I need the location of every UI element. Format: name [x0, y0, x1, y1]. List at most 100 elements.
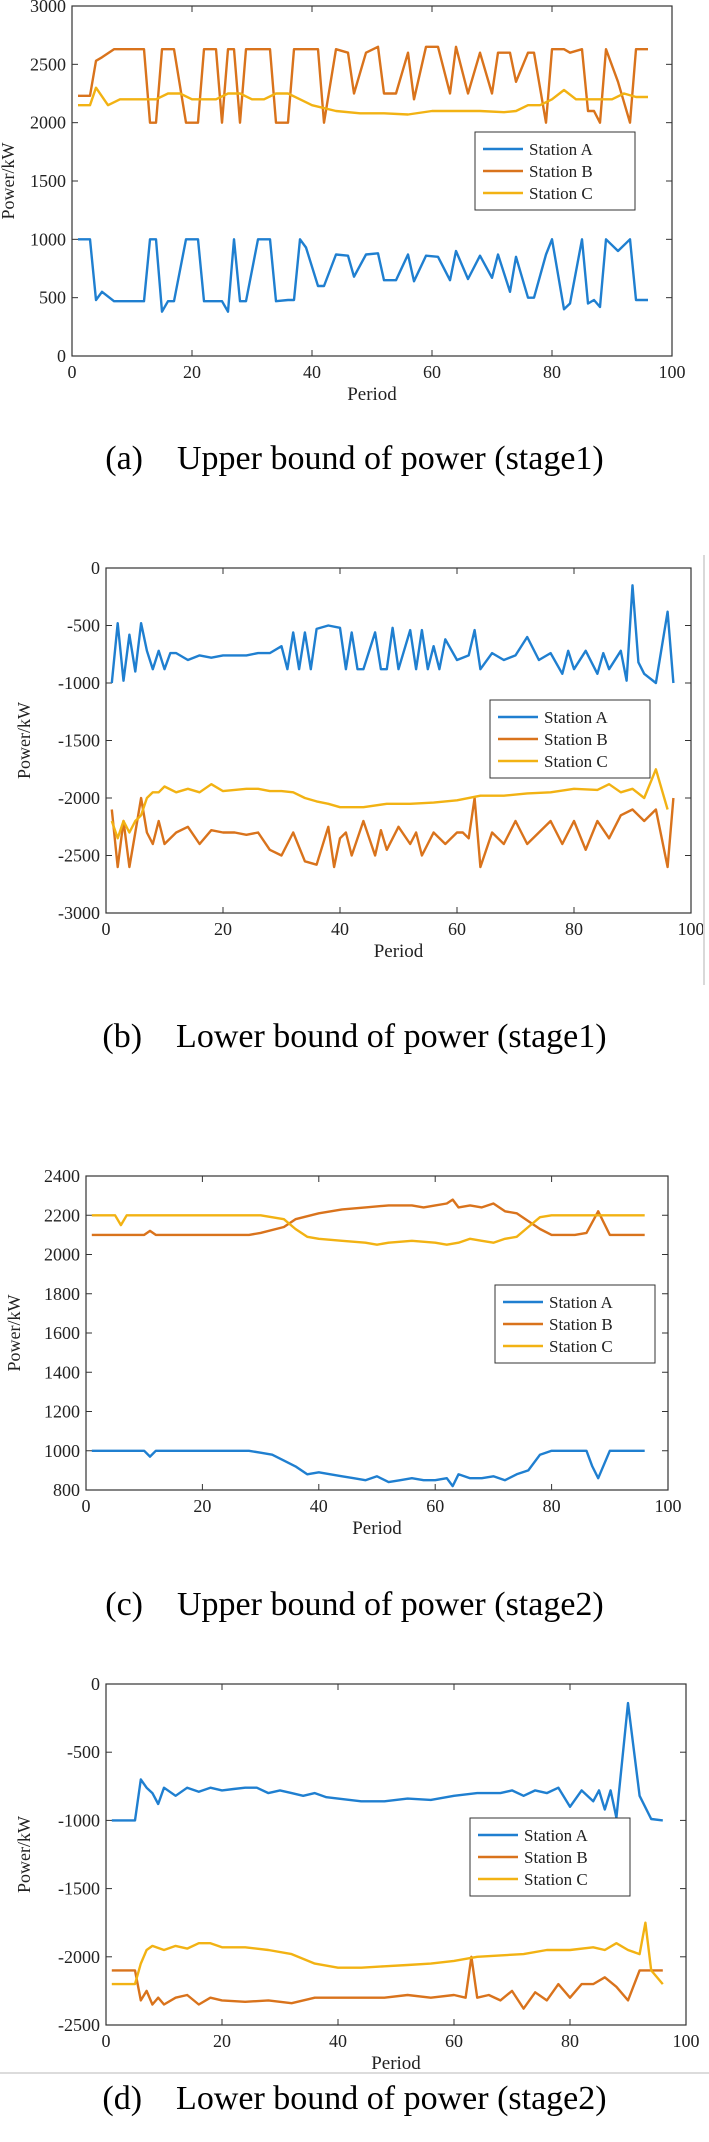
x-axis-label: Period	[371, 2053, 421, 2070]
series-line-station-c	[111, 1921, 664, 1986]
series-line-station-c	[78, 86, 648, 116]
chart-panel-b: 0 20 40 60 80 100 -3000 -2500 -2000 -1500 -1000 -50…	[0, 540, 709, 1080]
chart-d: 0 20 40 60 80 100 -2500 -2000 -1500 -1000 -500 0 Per…	[14, 1674, 700, 2070]
legend-label: Station A	[549, 1293, 613, 1312]
legend-a: Station A Station B Station C	[474, 131, 636, 211]
chart-panel-d: 0 20 40 60 80 100 -2500 -2000 -1500 -1000 -500 0 Per…	[0, 1660, 709, 2142]
y-tick-label: 1500	[30, 171, 66, 191]
legend-label: Station A	[524, 1826, 588, 1845]
x-tick-label: 60	[448, 919, 466, 939]
y-tick-label: -500	[67, 1742, 100, 1762]
y-tick-label: 2000	[44, 1245, 80, 1265]
series-line-station-a	[110, 584, 675, 685]
y-tick-label: 0	[91, 558, 100, 578]
x-tick-label: 80	[565, 919, 583, 939]
series-line-station-a	[111, 1701, 663, 1822]
chart-panel-a: 0 20 40 60 80 100 0 500 1000 1500 2000 2500 3000 Peri…	[0, 0, 709, 500]
legend-label: Station C	[544, 752, 608, 771]
divider-line	[703, 555, 705, 985]
chart-panel-c: 0 20 40 60 80 100 800 1000 1200 1400 1600 1800 2000 2…	[0, 1140, 709, 1640]
caption-d: (d) Lower bound of power (stage2)	[102, 2080, 607, 2117]
x-axis-label: Period	[347, 384, 397, 405]
legend-d: Station A Station B Station C	[469, 1817, 631, 1897]
y-tick-label: 1200	[44, 1402, 80, 1422]
x-tick-label: 100	[673, 2031, 700, 2051]
y-tick-label: 1600	[44, 1323, 80, 1343]
y-axis-label: Power/kW	[14, 702, 34, 779]
chart-b: 0 20 40 60 80 100 -3000 -2500 -2000 -1500 -1000 -50…	[14, 558, 705, 962]
x-axis-label: Period	[374, 941, 424, 962]
y-axis-label: Power/kW	[14, 1816, 34, 1893]
y-tick-label: 2400	[44, 1166, 80, 1186]
series-line-station-b	[91, 1198, 645, 1237]
plot-frame	[105, 1683, 687, 2026]
legend-label: Station B	[549, 1315, 613, 1334]
x-tick-label: 40	[331, 919, 349, 939]
y-tick-label: 1000	[30, 229, 66, 249]
series-line-station-b	[111, 1955, 663, 2010]
series-line-station-b	[78, 45, 648, 124]
caption-c: (c) Upper bound of power (stage2)	[105, 1586, 604, 1623]
legend-label: Station B	[524, 1848, 588, 1867]
x-tick-label: 40	[303, 362, 321, 382]
y-axis-label: Power/kW	[4, 1294, 24, 1371]
legend-box	[474, 131, 636, 211]
series-line-station-b	[110, 796, 675, 869]
legend-label: Station C	[524, 1870, 588, 1889]
x-tick-label: 100	[678, 919, 705, 939]
x-tick-label: 20	[193, 1496, 211, 1516]
y-tick-label: 3000	[30, 0, 66, 16]
x-tick-label: 20	[213, 2031, 231, 2051]
x-tick-label: 60	[445, 2031, 463, 2051]
legend-label: Station A	[529, 140, 593, 159]
y-tick-label: 0	[91, 1674, 100, 1694]
x-axis-label: Period	[352, 1518, 402, 1539]
legend-label: Station A	[544, 708, 608, 727]
x-tick-label: 0	[68, 362, 77, 382]
series-line-station-c	[91, 1214, 645, 1246]
y-tick-label: -1500	[58, 1879, 100, 1899]
y-tick-label: 1000	[44, 1441, 80, 1461]
x-tick-label: 0	[82, 1496, 91, 1516]
x-tick-label: 20	[183, 362, 201, 382]
legend-b: Station A Station B Station C	[489, 699, 651, 779]
separator-rule	[0, 2072, 709, 2074]
caption-a: (a) Upper bound of power (stage1)	[105, 440, 604, 477]
x-tick-label: 80	[561, 2031, 579, 2051]
x-tick-label: 0	[102, 919, 111, 939]
y-tick-label: -1000	[58, 673, 100, 693]
legend-label: Station B	[544, 730, 608, 749]
x-tick-label: 0	[102, 2031, 111, 2051]
y-tick-label: 2200	[44, 1205, 80, 1225]
chart-c: 0 20 40 60 80 100 800 1000 1200 1400 1600 1800 2000 2…	[4, 1166, 682, 1539]
series-line-station-a	[78, 238, 648, 313]
x-tick-label: 100	[659, 362, 686, 382]
x-tick-label: 60	[423, 362, 441, 382]
y-tick-label: 500	[39, 288, 66, 308]
x-tick-label: 80	[543, 362, 561, 382]
x-tick-label: 60	[426, 1496, 444, 1516]
y-tick-label: 0	[57, 346, 66, 366]
y-tick-label: -500	[67, 616, 100, 636]
legend-label: Station C	[529, 184, 593, 203]
series-line-station-a	[91, 1449, 645, 1488]
legend-label: Station C	[549, 1337, 613, 1356]
y-tick-label: -1000	[58, 1810, 100, 1830]
y-tick-label: -1500	[58, 731, 100, 751]
y-tick-label: -3000	[58, 903, 100, 923]
y-axis-label: Power/kW	[0, 142, 18, 219]
legend-label: Station B	[529, 162, 593, 181]
y-tick-label: 800	[53, 1480, 80, 1500]
x-tick-label: 20	[214, 919, 232, 939]
y-tick-label: 2500	[30, 54, 66, 74]
y-tick-label: -2000	[58, 788, 100, 808]
x-tick-label: 100	[655, 1496, 682, 1516]
x-tick-label: 40	[329, 2031, 347, 2051]
y-tick-label: -2500	[58, 846, 100, 866]
x-tick-label: 40	[310, 1496, 328, 1516]
legend-c: Station A Station B Station C	[494, 1284, 656, 1364]
caption-b: (b) Lower bound of power (stage1)	[102, 1018, 607, 1055]
x-tick-label: 80	[543, 1496, 561, 1516]
y-tick-label: 1800	[44, 1284, 80, 1304]
chart-a: 0 20 40 60 80 100050010001500200025003000Peri…	[0, 0, 686, 405]
